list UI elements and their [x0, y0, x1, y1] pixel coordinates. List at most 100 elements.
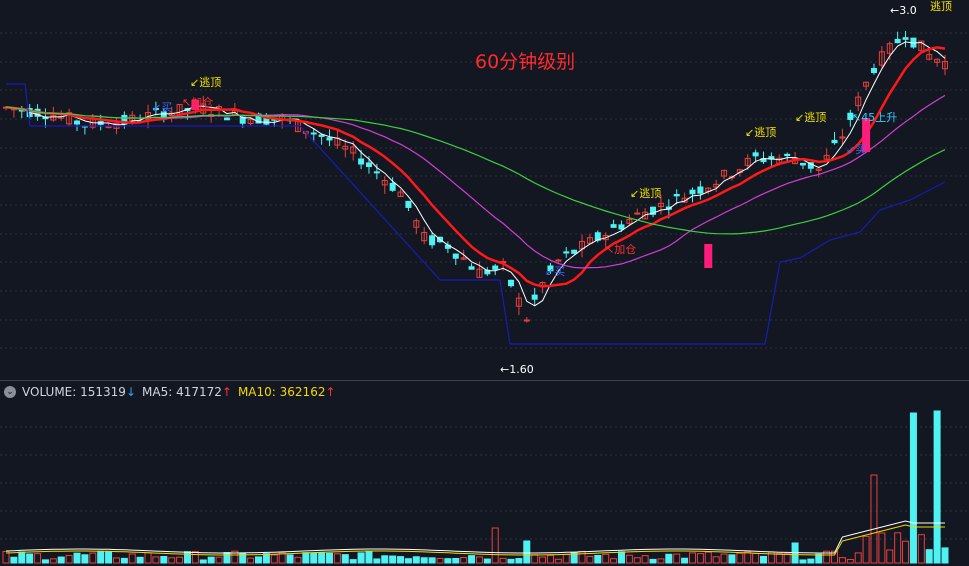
volume-bar	[412, 556, 420, 564]
annotation-label: ↙逃顶	[745, 126, 776, 139]
candle	[752, 149, 759, 163]
ma-blue-line	[6, 83, 946, 345]
low-price-label: ←1.60	[500, 363, 534, 376]
volume-bar	[491, 527, 499, 564]
volume-header: ⌄ VOLUME: 151319↓ MA5: 417172↑ MA10: 362…	[0, 381, 969, 403]
ma10-label: MA10: 362162↑	[237, 385, 336, 399]
volume-bar	[775, 552, 783, 564]
volume-bar	[326, 552, 334, 564]
volume-bar	[902, 540, 910, 564]
volume-bar	[546, 554, 554, 564]
volume-bar	[760, 555, 768, 564]
volume-bar	[744, 551, 752, 564]
volume-bar	[81, 554, 89, 564]
candle	[626, 214, 633, 226]
candle	[342, 139, 349, 158]
volume-bar	[468, 555, 476, 564]
candle-body	[886, 43, 893, 54]
ma-white-line	[5, 41, 946, 307]
volume-bar	[302, 552, 310, 564]
volume-bar	[341, 554, 349, 564]
price-chart: 60分钟级别 ←3.0 ←1.60 ↙逃顶 ↖加仓 ↙买 ↙逃顶 ↖加仓 ↙买 ↙逃顶 ↙逃顶 ↖45…	[0, 0, 969, 376]
candle	[389, 177, 396, 192]
candle-body	[239, 116, 246, 124]
volume-bar	[507, 558, 515, 564]
candle-body	[223, 117, 230, 121]
candle	[863, 81, 870, 91]
volume-bar	[389, 555, 397, 564]
candle	[563, 247, 570, 258]
candle	[823, 148, 830, 160]
candle	[689, 187, 696, 203]
candle	[81, 125, 88, 135]
volume-bar	[941, 547, 949, 564]
volume-bar	[483, 558, 491, 564]
volume-bar	[894, 532, 902, 564]
candle	[878, 46, 885, 68]
volume-bar	[136, 556, 144, 564]
volume-bar	[562, 554, 570, 564]
volume-ma5-line	[5, 520, 945, 554]
candle-body	[681, 197, 688, 203]
candle	[547, 262, 554, 274]
volume-bar	[641, 555, 649, 564]
candle-body	[429, 235, 436, 246]
candle-body	[350, 146, 357, 154]
volume-bar	[594, 554, 602, 564]
volume-bar	[625, 554, 633, 564]
chevron-down-icon[interactable]: ⌄	[4, 386, 16, 398]
candle-body	[523, 319, 530, 322]
volume-bar	[799, 559, 807, 564]
volume-bar	[831, 550, 839, 564]
candle-body	[531, 294, 538, 300]
annotation-label: ↖加仓	[605, 242, 636, 256]
candle	[926, 49, 933, 61]
candle	[310, 128, 317, 143]
volume-bar	[278, 552, 286, 564]
volume-bar	[783, 553, 791, 564]
candle-body	[452, 253, 459, 259]
candle	[760, 151, 767, 164]
volume-bar	[933, 410, 941, 564]
candle	[373, 163, 380, 180]
candle	[152, 101, 159, 116]
volume-bar	[349, 559, 357, 564]
candle-body	[823, 154, 830, 160]
volume-bar	[262, 553, 270, 564]
volume-bar	[207, 556, 215, 564]
annotation-label: ↙逃顶	[190, 76, 221, 89]
panel-divider	[0, 380, 969, 381]
candle	[358, 150, 365, 170]
candle	[894, 31, 901, 44]
volume-bar	[397, 556, 405, 564]
volume-ma10-line	[5, 524, 945, 556]
volume-bar	[365, 550, 373, 564]
signal-bar	[191, 100, 200, 110]
candle-body	[515, 297, 522, 307]
candle-body	[74, 120, 81, 125]
volume-bar	[223, 552, 231, 564]
candle-body	[586, 237, 593, 244]
candle-body	[476, 268, 483, 278]
volume-bar	[586, 555, 594, 564]
volume-bar	[420, 557, 428, 564]
candle	[768, 152, 775, 168]
candle	[634, 208, 641, 215]
candle-body	[508, 279, 515, 287]
volume-bar	[704, 551, 712, 564]
candle-body	[642, 211, 649, 220]
candle-body	[618, 224, 625, 230]
volume-bar	[578, 550, 586, 564]
candle	[452, 253, 459, 266]
candle-body	[831, 139, 838, 144]
candle-body	[697, 186, 704, 194]
candle	[484, 267, 491, 276]
candle	[618, 220, 625, 232]
chart-title: 60分钟级别	[475, 51, 575, 73]
volume-bar	[720, 553, 728, 564]
volume-bar	[870, 474, 878, 564]
volume-bar	[712, 556, 720, 564]
candle-body	[555, 259, 562, 262]
candle	[508, 279, 515, 288]
volume-bar	[34, 553, 42, 564]
